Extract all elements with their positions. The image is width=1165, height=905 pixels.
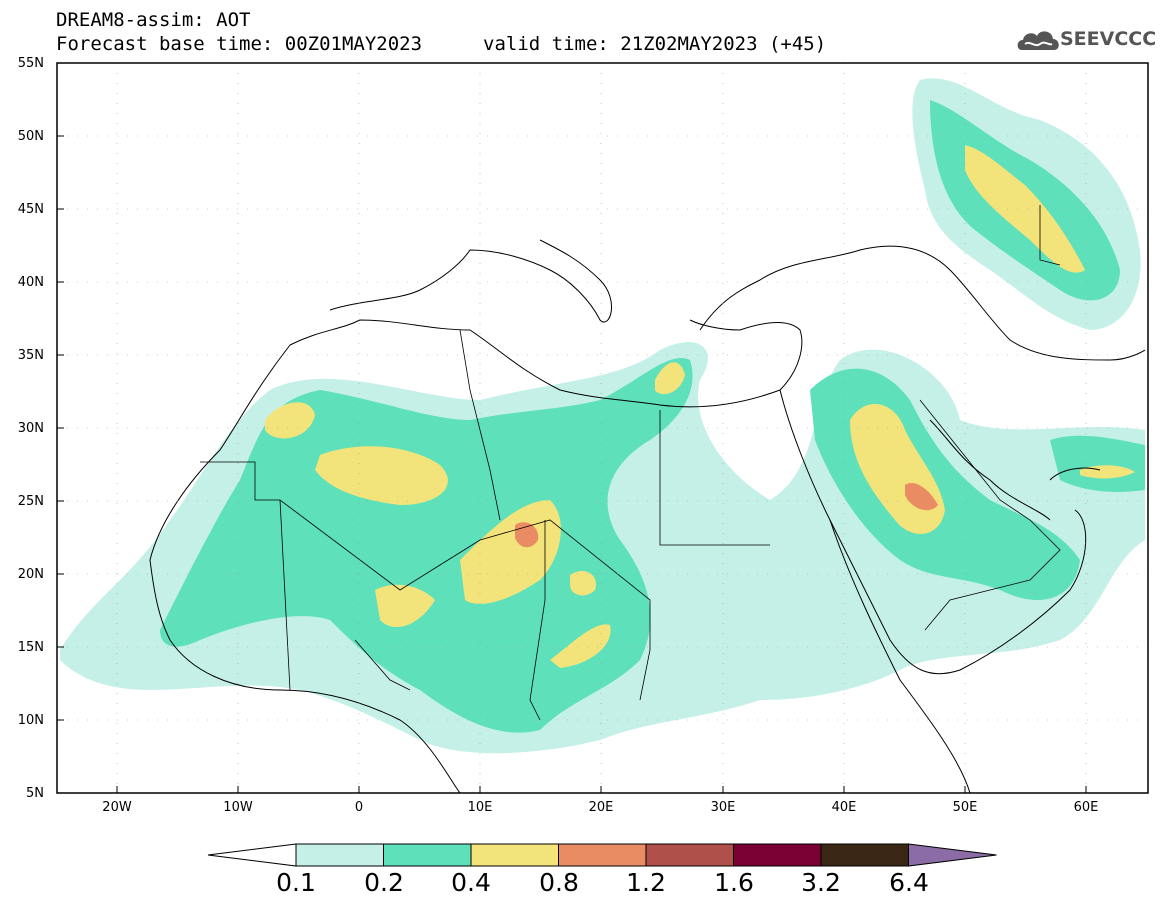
coastlines xyxy=(149,239,1146,793)
colorbar-label: 1.6 xyxy=(714,868,754,897)
country-borders xyxy=(200,205,1061,721)
lat-label: 45N xyxy=(17,202,44,217)
lat-label: 25N xyxy=(17,494,44,509)
lat-label: 30N xyxy=(17,421,44,436)
product-title: DREAM8-assim: AOT xyxy=(56,9,251,31)
lon-label: 20E xyxy=(588,800,614,815)
lon-label: 10W xyxy=(223,800,253,815)
seevccc-logo-text: SEEVCCC xyxy=(1060,28,1157,50)
colorbar-label: 0.2 xyxy=(364,868,404,897)
lon-label: 0 xyxy=(354,800,364,815)
lat-label: 5N xyxy=(26,786,44,801)
lat-label: 15N xyxy=(17,640,44,655)
lon-label: 60E xyxy=(1073,800,1099,815)
lat-label: 35N xyxy=(17,348,44,363)
lat-label: 10N xyxy=(17,713,44,728)
seevccc-cloud-logo-icon xyxy=(1017,31,1059,50)
axis-ticks xyxy=(57,62,1087,794)
colorbar-label: 0.4 xyxy=(451,868,491,897)
colorbar-label: 6.4 xyxy=(889,868,929,897)
lon-label: 50E xyxy=(952,800,978,815)
forecast-base-time: Forecast base time: 00Z01MAY2023 xyxy=(56,33,423,55)
lat-label: 20N xyxy=(17,567,44,582)
lat-label: 50N xyxy=(17,129,44,144)
lon-label: 10E xyxy=(467,800,493,815)
lon-label: 20W xyxy=(102,800,132,815)
colorbar-label: 0.1 xyxy=(276,868,316,897)
colorbar-label: 3.2 xyxy=(801,868,841,897)
colorbar-label: 1.2 xyxy=(626,868,666,897)
lat-label: 40N xyxy=(17,275,44,290)
colorbar-label: 0.8 xyxy=(539,868,579,897)
valid-time: valid time: 21Z02MAY2023 (+45) xyxy=(483,33,827,55)
lat-label: 55N xyxy=(17,56,44,71)
lon-label: 30E xyxy=(710,800,736,815)
lon-label: 40E xyxy=(831,800,857,815)
aot-0.4-0.8-region xyxy=(265,145,1135,668)
